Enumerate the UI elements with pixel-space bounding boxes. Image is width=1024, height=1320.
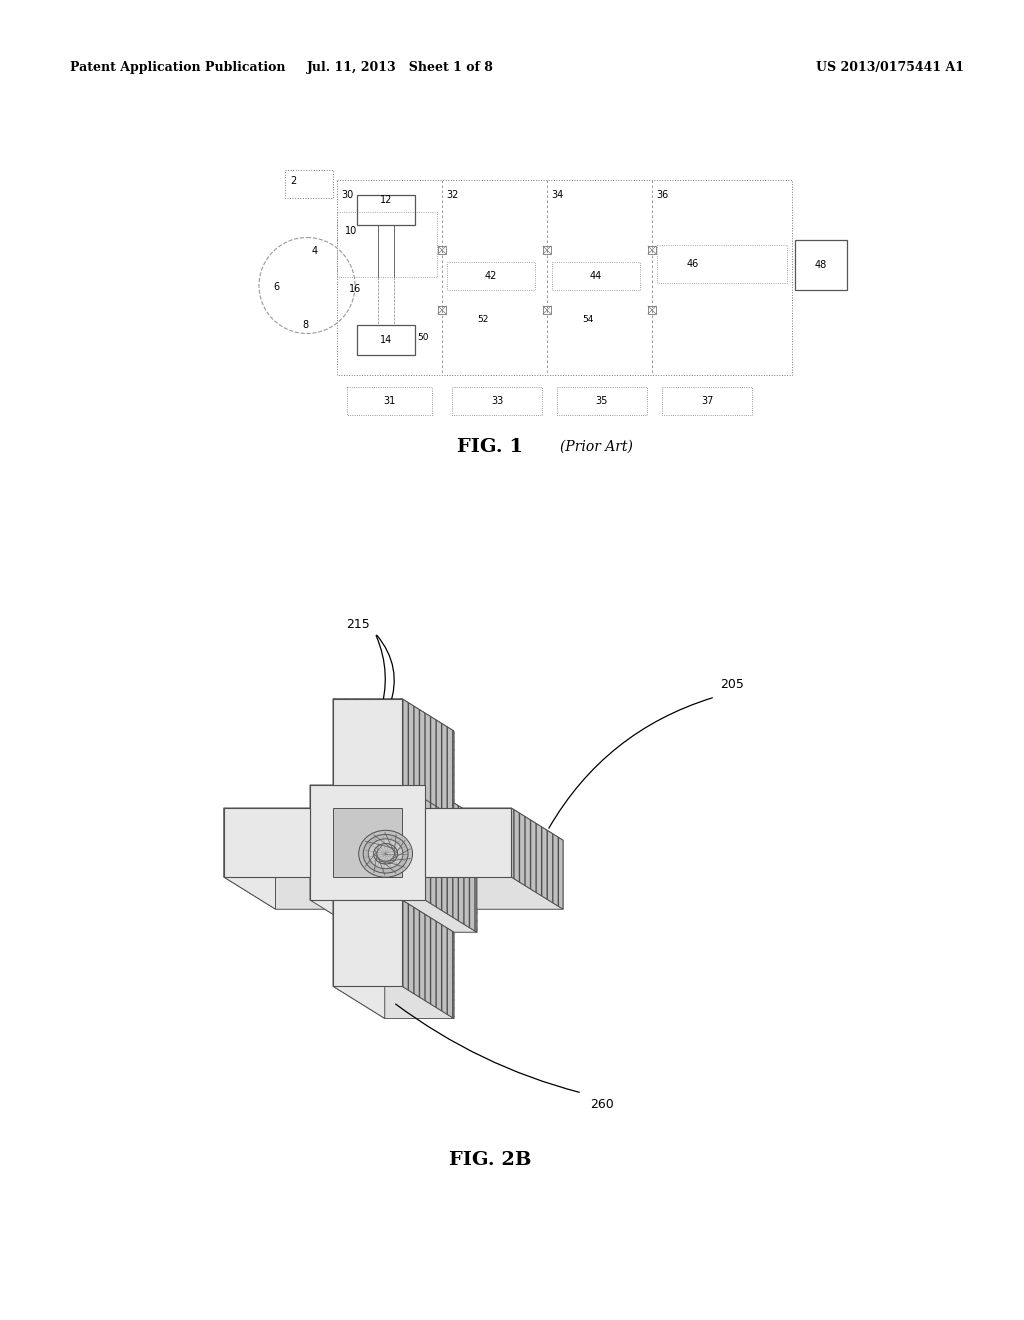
Text: 46: 46 (687, 259, 699, 269)
Ellipse shape (374, 843, 397, 865)
Bar (557, 387, 647, 414)
Polygon shape (333, 698, 454, 731)
Text: 48: 48 (815, 260, 827, 271)
Polygon shape (224, 808, 361, 841)
Polygon shape (361, 817, 477, 932)
Text: 16: 16 (349, 284, 361, 294)
Polygon shape (333, 900, 402, 986)
Polygon shape (511, 808, 563, 909)
Bar (662, 387, 752, 414)
Text: 42: 42 (484, 271, 498, 281)
Bar (447, 261, 535, 290)
Text: 205: 205 (720, 678, 743, 692)
Bar (337, 180, 792, 375)
Polygon shape (310, 808, 361, 909)
Text: 54: 54 (582, 315, 593, 323)
Polygon shape (402, 698, 454, 817)
Text: 36: 36 (656, 190, 669, 201)
Bar (357, 325, 415, 355)
Bar (657, 246, 787, 282)
Bar (543, 306, 551, 314)
Text: 33: 33 (490, 396, 503, 407)
Polygon shape (333, 900, 385, 1019)
Polygon shape (385, 932, 454, 1019)
Text: 32: 32 (446, 190, 459, 201)
Polygon shape (425, 876, 563, 909)
Bar (357, 195, 415, 224)
Polygon shape (402, 900, 454, 1019)
Bar (347, 387, 432, 414)
Bar (795, 240, 847, 290)
Polygon shape (333, 785, 454, 817)
Text: 12: 12 (380, 195, 392, 205)
Polygon shape (224, 808, 310, 876)
Polygon shape (425, 808, 477, 909)
Bar (438, 306, 446, 314)
Text: Jul. 11, 2013   Sheet 1 of 8: Jul. 11, 2013 Sheet 1 of 8 (306, 62, 494, 74)
Bar (438, 246, 446, 253)
Polygon shape (333, 698, 402, 785)
Text: 4: 4 (312, 246, 318, 256)
Polygon shape (310, 785, 425, 900)
Polygon shape (333, 986, 454, 1019)
Text: 52: 52 (477, 315, 488, 323)
Text: US 2013/0175441 A1: US 2013/0175441 A1 (816, 62, 964, 74)
Text: 30: 30 (341, 190, 353, 201)
Text: 10: 10 (345, 226, 357, 236)
Text: 35: 35 (596, 396, 608, 407)
Text: 215: 215 (346, 619, 370, 631)
Ellipse shape (369, 840, 403, 869)
Text: 6: 6 (273, 282, 280, 293)
Text: 2: 2 (290, 176, 296, 186)
Text: FIG. 1: FIG. 1 (457, 438, 523, 455)
Polygon shape (310, 785, 477, 817)
Polygon shape (425, 785, 477, 932)
Polygon shape (385, 731, 454, 817)
Text: 260: 260 (590, 1098, 613, 1111)
Bar (648, 306, 656, 314)
Polygon shape (477, 841, 563, 909)
Text: FIG. 2B: FIG. 2B (449, 1151, 531, 1170)
Polygon shape (310, 900, 477, 932)
Text: (Prior Art): (Prior Art) (560, 440, 633, 454)
Polygon shape (310, 785, 361, 932)
Polygon shape (224, 876, 361, 909)
Text: 44: 44 (590, 271, 602, 281)
Text: 37: 37 (700, 396, 713, 407)
Ellipse shape (358, 830, 413, 878)
Bar (337, 213, 437, 277)
Polygon shape (224, 808, 275, 909)
Bar (543, 246, 551, 253)
Bar (552, 261, 640, 290)
Text: 14: 14 (380, 335, 392, 345)
Text: 8: 8 (302, 319, 308, 330)
Ellipse shape (364, 834, 408, 873)
Bar (285, 170, 333, 198)
Text: 50: 50 (417, 333, 428, 342)
Bar (648, 246, 656, 253)
Polygon shape (333, 808, 402, 876)
Polygon shape (333, 698, 385, 817)
Text: 31: 31 (383, 396, 395, 407)
Text: 210: 210 (246, 833, 270, 846)
Polygon shape (425, 808, 563, 841)
Polygon shape (275, 841, 361, 909)
Bar (452, 387, 542, 414)
Text: Patent Application Publication: Patent Application Publication (70, 62, 286, 74)
Text: 34: 34 (551, 190, 563, 201)
Polygon shape (333, 900, 454, 932)
Polygon shape (425, 808, 511, 876)
